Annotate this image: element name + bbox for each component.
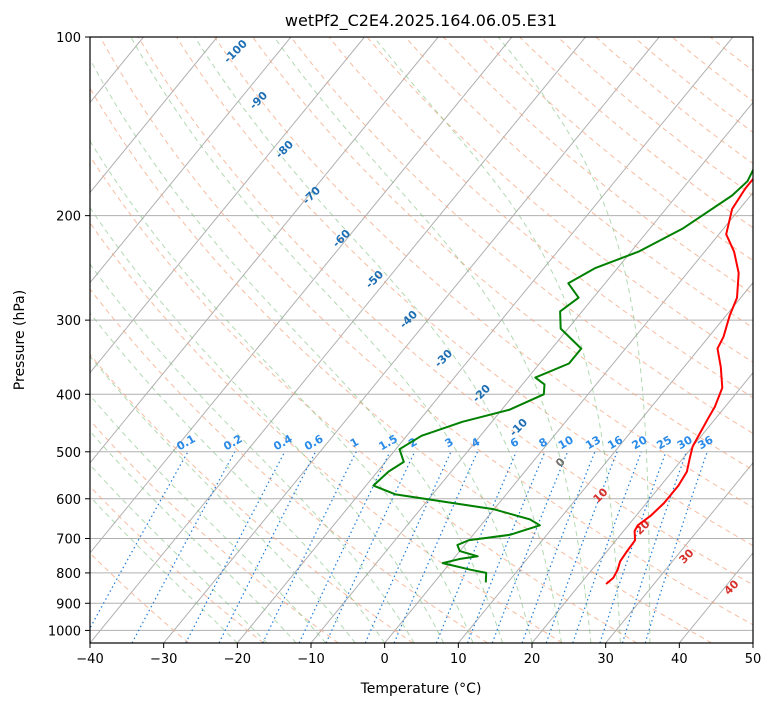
y-tick-label: 100 <box>56 31 81 46</box>
dry-adiabat-line <box>404 37 753 329</box>
x-tick-label: −20 <box>224 652 251 667</box>
x-axis-label: Temperature (°C) <box>360 681 482 697</box>
dry-adiabat-line <box>90 485 264 643</box>
moist-adiabat-line <box>194 37 562 643</box>
mixing-ratio-line <box>131 451 236 643</box>
plot-frame <box>89 36 754 644</box>
y-tick-label: 1000 <box>48 624 81 639</box>
x-tick-label: 30 <box>597 652 614 667</box>
y-tick-label: 300 <box>56 314 81 329</box>
x-tick-label: 0 <box>381 652 389 667</box>
dry-adiabat-line <box>99 37 753 626</box>
isotherm-line <box>457 281 753 643</box>
plot-background <box>90 37 753 643</box>
mixing-ratio-line <box>621 451 688 643</box>
mixing-ratio-line <box>364 451 452 643</box>
x-tick-label: 40 <box>671 652 688 667</box>
dry-adiabat-line <box>214 37 753 508</box>
moist-adiabat-line <box>90 430 297 643</box>
dry-adiabat-line <box>328 37 753 399</box>
y-tick-label: 500 <box>56 446 81 461</box>
x-tick-label: 20 <box>524 652 541 667</box>
isotherm-line <box>384 191 753 643</box>
chart-title: wetPf2_C2E4.2025.164.06.05.E31 <box>285 11 557 31</box>
dry-adiabat-line <box>252 37 753 471</box>
temperature-profile-line <box>605 177 753 585</box>
y-tick-label: 800 <box>56 567 81 582</box>
moist-adiabat-line <box>90 263 415 643</box>
dry-adiabat-line <box>481 37 753 262</box>
moist-adiabat-line <box>90 464 268 643</box>
y-tick-label: 200 <box>56 210 81 225</box>
isotherm-line <box>90 37 513 554</box>
x-tick-label: −40 <box>76 652 103 667</box>
dry-adiabat-line <box>175 37 753 547</box>
moist-adiabat-line <box>90 355 356 643</box>
isotherm-line <box>90 37 218 194</box>
isotherm-line <box>236 37 734 643</box>
moist-adiabat-line <box>373 37 621 643</box>
dry-adiabat-line <box>366 37 753 363</box>
mixing-ratio-line <box>466 451 546 643</box>
moist-adiabat-line <box>90 58 503 643</box>
moist-adiabat-line <box>497 37 651 643</box>
x-tick-label: 50 <box>745 652 762 667</box>
dry-adiabat-line <box>290 37 753 435</box>
moist-adiabat-line <box>130 37 533 643</box>
isotherm-line <box>605 462 753 643</box>
isotherm-line <box>531 371 753 643</box>
moist-adiabat-line <box>90 394 327 643</box>
dry-adiabat-line <box>90 288 488 643</box>
mixing-ratio-line <box>491 451 569 643</box>
y-tick-label: 900 <box>56 597 81 612</box>
isotherm-line <box>90 37 292 284</box>
moist-adiabat-line <box>273 37 592 643</box>
isotherm-line <box>90 37 586 643</box>
isotherm-line <box>90 37 365 374</box>
x-tick-label: 10 <box>450 652 467 667</box>
y-tick-label: 400 <box>56 388 81 403</box>
y-tick-label: 600 <box>56 493 81 508</box>
dry-adiabat-line <box>137 37 753 586</box>
isotherm-line <box>310 101 753 643</box>
dry-adiabat-line <box>442 37 753 295</box>
x-tick-label: −30 <box>150 652 177 667</box>
dry-adiabat-line <box>90 222 563 643</box>
isotherm-line <box>90 37 439 464</box>
dewpoint-profile-line <box>372 167 753 583</box>
isotherm-line <box>752 642 753 643</box>
y-tick-label: 700 <box>56 533 81 548</box>
x-tick-label: −10 <box>297 652 324 667</box>
dry-adiabat-line <box>90 87 712 643</box>
isotherm-line <box>163 37 660 643</box>
y-axis-label: Pressure (hPa) <box>12 290 28 390</box>
mixing-ratio-line <box>90 451 189 630</box>
isotherm-line <box>0 37 70 643</box>
mixing-ratio-line <box>393 451 479 643</box>
mixing-ratio-line <box>644 451 708 643</box>
moist-adiabat-line <box>90 206 445 643</box>
